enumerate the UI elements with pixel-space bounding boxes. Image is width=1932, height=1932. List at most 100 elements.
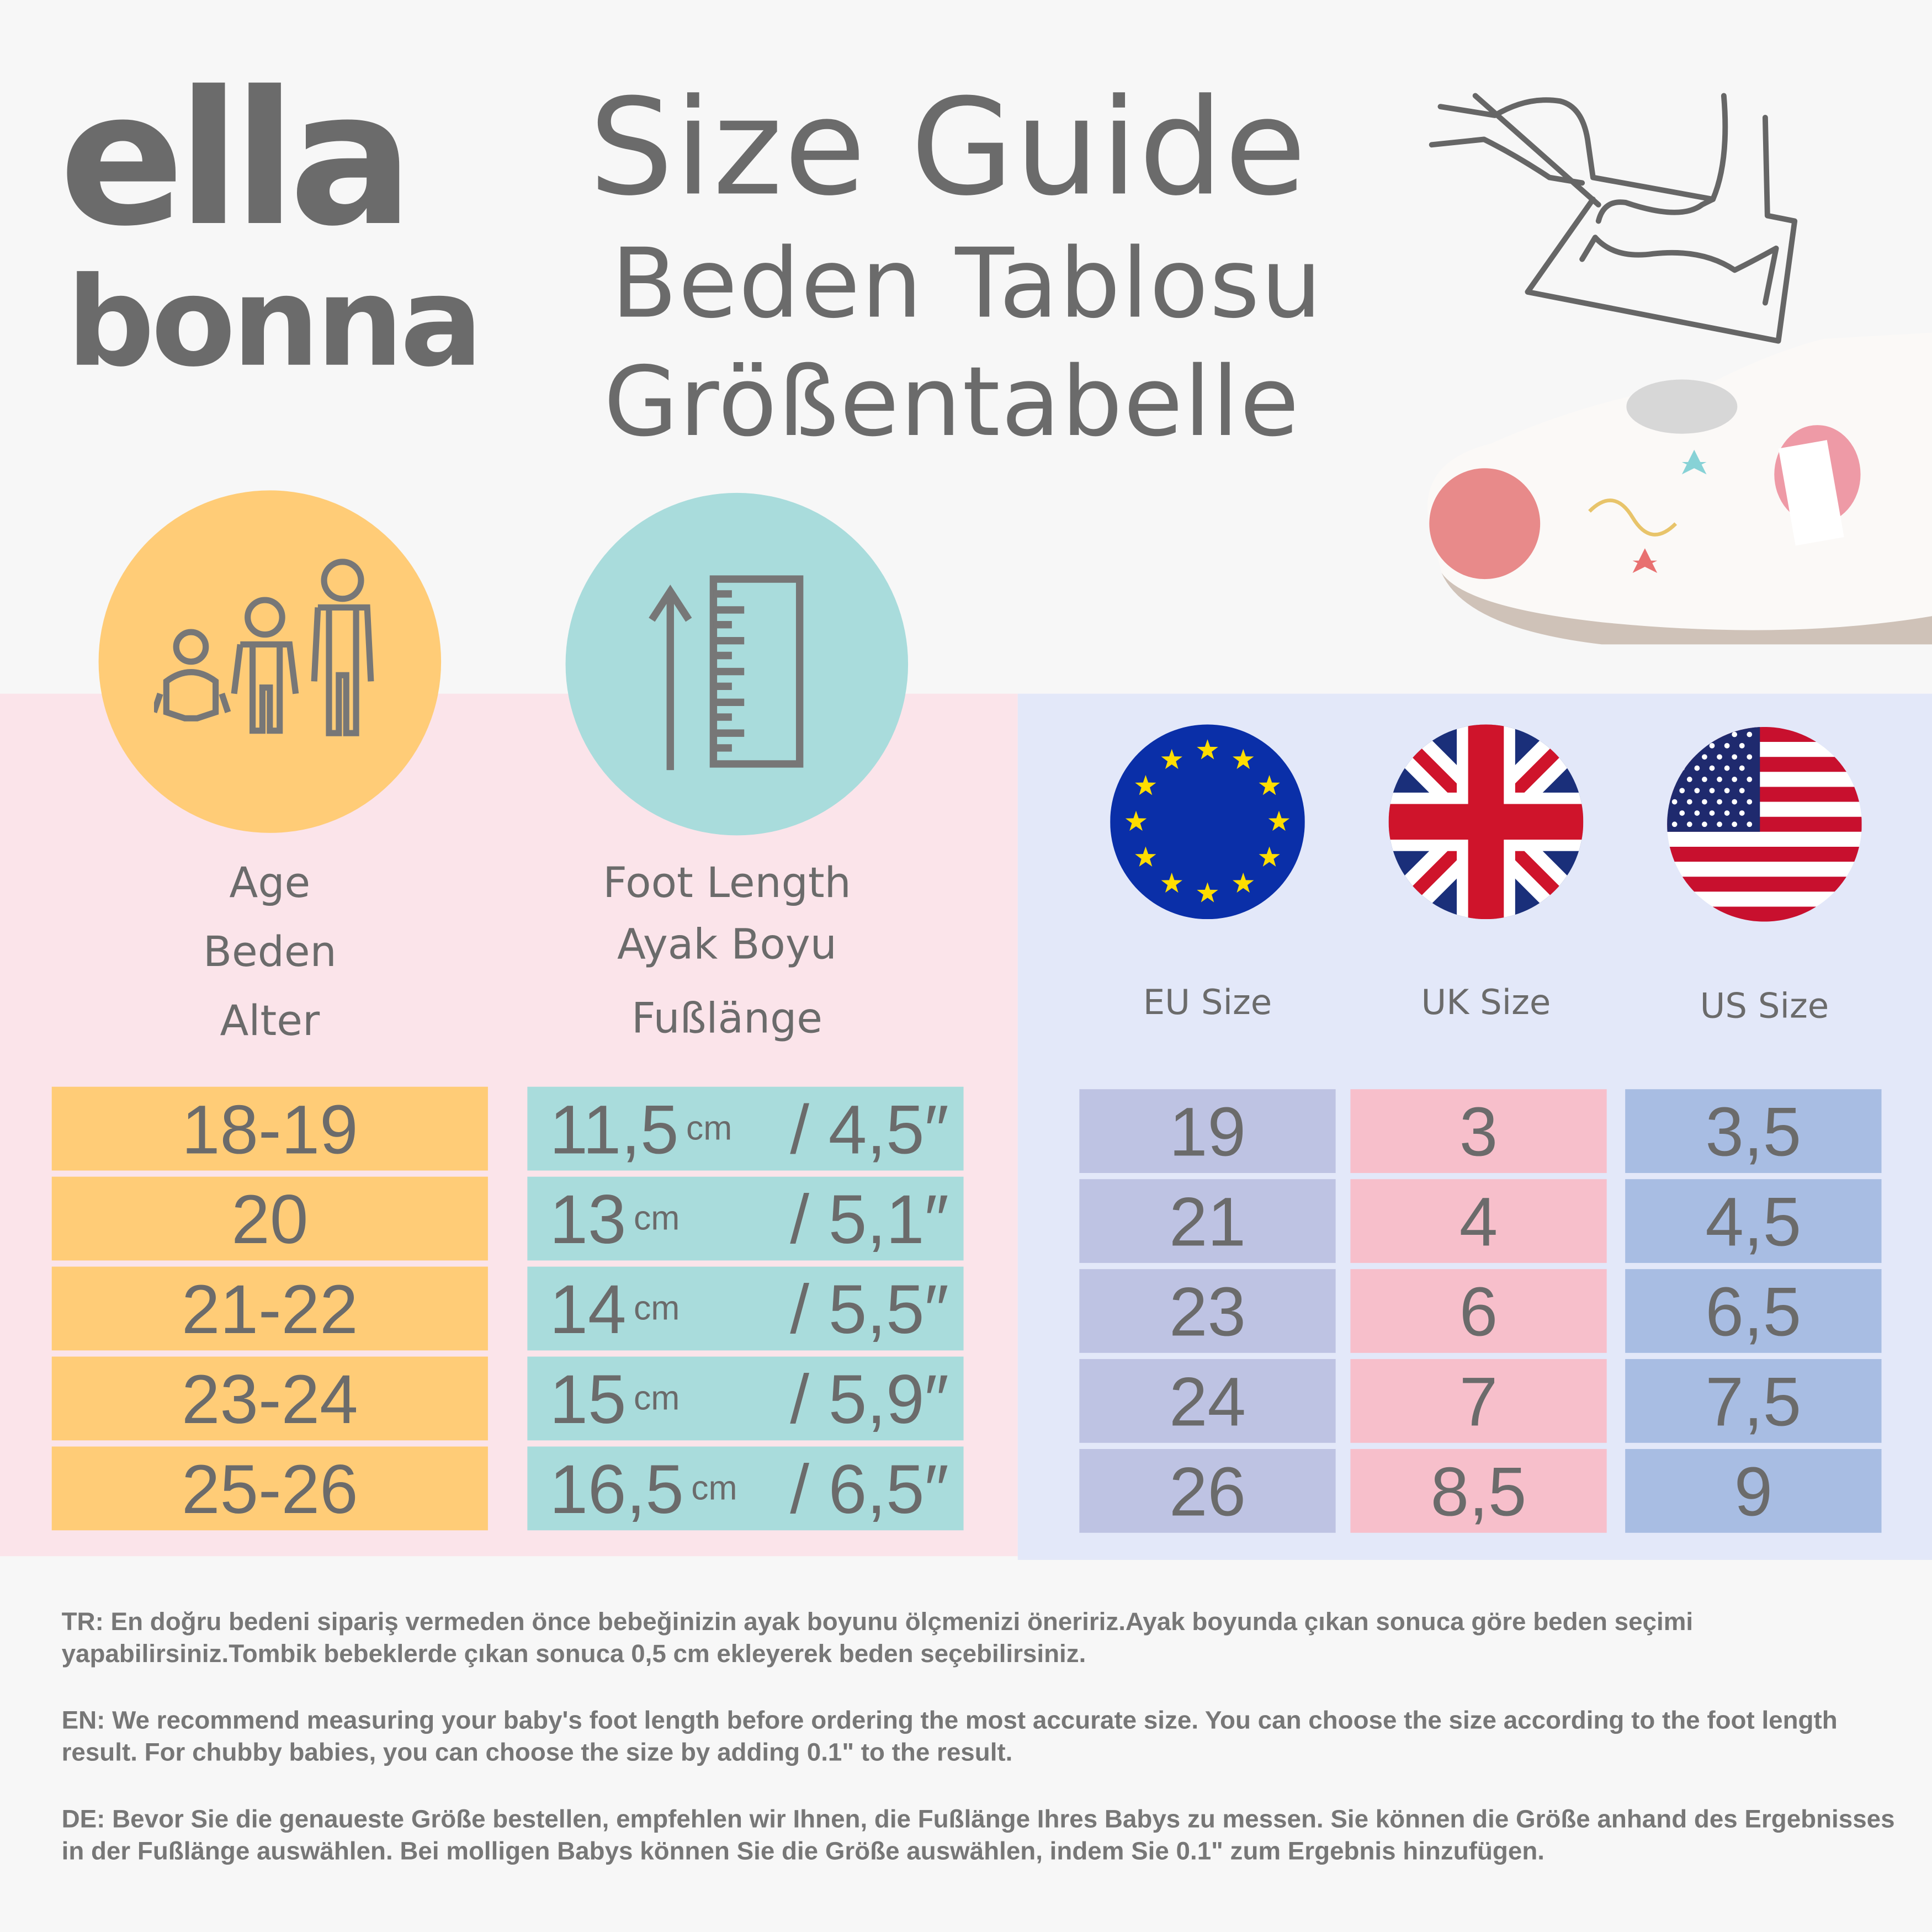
uk-value: 3 (1459, 1092, 1498, 1170)
foot-inch: / 5,5″ (790, 1270, 949, 1347)
cell-us: 9 (1625, 1448, 1882, 1533)
cell-us: 4,5 (1625, 1179, 1882, 1263)
foot-length-icon-circle (565, 492, 909, 836)
uk-value: 7 (1459, 1362, 1498, 1440)
notes: TR: En doğru bedeni sipariş vermeden önc… (62, 1607, 1898, 1868)
baby-slipper-image (1427, 332, 1932, 645)
foot-cm-unit: cm (633, 1198, 680, 1238)
age-label-de: Alter (220, 996, 320, 1047)
star-icon (1135, 775, 1156, 795)
uk-value: 8,5 (1430, 1452, 1527, 1530)
note-tr: TR: En doğru bedeni sipariş vermeden önc… (61, 1607, 1694, 1669)
foot-inch: / 6,5″ (790, 1450, 949, 1527)
eu-value: 21 (1169, 1182, 1246, 1260)
star-icon (1268, 810, 1290, 831)
star-icon (1125, 810, 1147, 831)
cell-us: 7,5 (1625, 1359, 1882, 1443)
star-icon (1259, 846, 1280, 867)
us-size-label: US Size (1700, 985, 1829, 1027)
measuring-foot-illustration-icon (1429, 93, 1798, 344)
logo-line1: ella (59, 52, 413, 268)
eu-flag-icon (1110, 724, 1305, 920)
cell-eu: 24 (1079, 1359, 1336, 1443)
foot-cm: 14 (549, 1270, 627, 1347)
eu-value: 23 (1169, 1272, 1246, 1350)
note-en: EN: We recommend measuring your baby's f… (61, 1706, 1838, 1767)
foot-inch: / 5,1″ (790, 1180, 949, 1257)
age-value: 18-19 (181, 1090, 358, 1167)
uk-value: 4 (1459, 1182, 1498, 1260)
eu-value: 24 (1169, 1362, 1246, 1440)
title-tr: Beden Tablosu (611, 229, 1323, 341)
us-value: 4,5 (1705, 1182, 1802, 1260)
star-icon (1135, 846, 1156, 867)
foot-cm-unit: cm (686, 1108, 733, 1148)
cell-age: 21-22 (51, 1266, 488, 1351)
foot-cm-unit: cm (691, 1468, 737, 1507)
ruler-icon (649, 575, 804, 771)
star-icon (1197, 882, 1218, 903)
foot-cm: 16,5 (549, 1450, 684, 1527)
age-label-tr: Beden (203, 927, 337, 978)
cell-age: 20 (51, 1176, 488, 1261)
cell-us: 6,5 (1625, 1269, 1882, 1353)
title-de: Größentabelle (603, 347, 1301, 459)
uk-value: 6 (1459, 1272, 1498, 1350)
age-icon-circle (98, 490, 442, 833)
foot-cm: 11,5 (549, 1090, 679, 1167)
us-value: 7,5 (1705, 1362, 1802, 1440)
foot-inch: / 4,5″ (790, 1090, 949, 1167)
foot-cm-unit: cm (633, 1378, 680, 1417)
uk-flag-icon (1388, 724, 1584, 920)
star-icon (1259, 775, 1280, 795)
cell-foot: 15 cm / 5,9″ (527, 1356, 964, 1441)
eu-size-label: EU Size (1143, 982, 1272, 1023)
cell-uk: 7 (1350, 1359, 1607, 1443)
cell-eu: 26 (1079, 1448, 1336, 1533)
age-label-en: Age (229, 858, 311, 909)
us-value: 9 (1734, 1452, 1773, 1530)
foot-label-tr: Ayak Boyu (617, 920, 837, 970)
eu-value: 26 (1169, 1452, 1246, 1530)
us-flag-icon (1667, 726, 1862, 922)
cell-eu: 23 (1079, 1269, 1336, 1353)
age-value: 21-22 (181, 1270, 358, 1347)
us-value: 6,5 (1705, 1272, 1802, 1350)
star-icon (1197, 739, 1218, 760)
star-icon (1161, 749, 1182, 769)
us-value: 3,5 (1705, 1092, 1802, 1170)
age-value: 25-26 (181, 1450, 358, 1527)
foot-cm: 15 (549, 1360, 627, 1437)
cell-eu: 19 (1079, 1089, 1336, 1173)
cell-us: 3,5 (1625, 1089, 1882, 1173)
cell-age: 25-26 (51, 1446, 488, 1531)
cell-age: 18-19 (51, 1086, 488, 1171)
eu-value: 19 (1169, 1092, 1246, 1170)
cell-foot: 13 cm / 5,1″ (527, 1176, 964, 1261)
star-icon (1233, 749, 1254, 769)
foot-inch: / 5,9″ (790, 1360, 949, 1437)
age-value: 23-24 (181, 1360, 358, 1437)
title-en: Size Guide (588, 71, 1308, 226)
cell-uk: 8,5 (1350, 1448, 1607, 1533)
family-icon (154, 559, 374, 736)
cell-foot: 11,5 cm / 4,5″ (527, 1086, 964, 1171)
star-icon (1233, 872, 1254, 893)
age-value: 20 (231, 1180, 309, 1257)
foot-label-de: Fußlänge (631, 994, 822, 1044)
cell-uk: 6 (1350, 1269, 1607, 1353)
cell-uk: 4 (1350, 1179, 1607, 1263)
cell-uk: 3 (1350, 1089, 1607, 1173)
star-icon (1161, 872, 1182, 893)
cell-age: 23-24 (51, 1356, 488, 1441)
foot-label-en: Foot Length (603, 858, 851, 909)
uk-size-label: UK Size (1421, 982, 1551, 1023)
cell-eu: 21 (1079, 1179, 1336, 1263)
foot-cm-unit: cm (633, 1288, 680, 1328)
cell-foot: 16,5 cm / 6,5″ (527, 1446, 964, 1531)
logo-line2: bonna (66, 250, 484, 395)
foot-cm: 13 (549, 1180, 627, 1257)
note-de: DE: Bevor Sie die genaueste Größe bestel… (61, 1805, 1895, 1866)
cell-foot: 14 cm / 5,5″ (527, 1266, 964, 1351)
